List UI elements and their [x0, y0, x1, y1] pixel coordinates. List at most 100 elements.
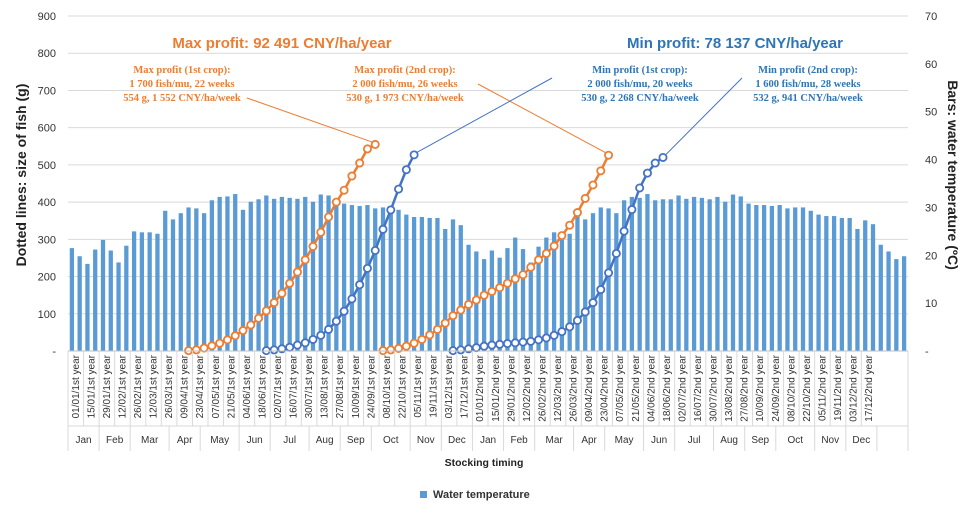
x-tick-label: 22/10/2nd year: [802, 354, 813, 421]
temperature-bar: [637, 197, 642, 351]
right-tick-label: 20: [925, 250, 937, 262]
data-point: [316, 330, 326, 340]
x-tick-label: 05/11/1st year: [413, 354, 424, 417]
series-min-profit-1st-crop: [261, 150, 419, 356]
left-tick-label: 400: [38, 197, 56, 209]
temperature-bar: [419, 217, 425, 351]
x-tick-label: 29/01/1st year: [102, 354, 113, 418]
data-point: [331, 197, 341, 207]
temperature-bar: [163, 210, 168, 351]
temperature-bar: [870, 224, 876, 351]
x-tick-label: 10/09/2nd year: [755, 354, 766, 421]
data-point: [448, 311, 458, 321]
data-point: [565, 322, 575, 332]
temperature-bar: [901, 256, 907, 351]
right-tick-label: 30: [925, 202, 937, 214]
data-point: [246, 320, 256, 330]
data-point: [300, 255, 310, 265]
x-tick-label: 21/05/1st year: [226, 354, 237, 418]
temperature-bar: [598, 207, 603, 351]
temperature-bar: [676, 195, 681, 351]
annotation-max-crop1: Max profit (1st crop): 1 700 fish/mu, 22 …: [123, 65, 241, 104]
month-label: Mar: [141, 435, 159, 446]
temperature-bar: [108, 250, 113, 351]
data-point: [386, 205, 396, 215]
data-point: [355, 280, 365, 290]
data-point: [308, 241, 318, 251]
temperature-bar: [287, 197, 292, 351]
data-point: [611, 248, 621, 258]
temperature-bar: [443, 228, 448, 351]
month-label: Oct: [383, 435, 399, 446]
data-point: [487, 340, 497, 350]
data-point: [370, 245, 380, 255]
x-tick-label: 17/12/1st year: [460, 354, 471, 418]
x-tick-label: 03/12/2nd year: [849, 354, 860, 421]
data-point: [355, 158, 365, 168]
temperature-bar: [653, 200, 658, 351]
data-point: [495, 283, 505, 293]
temperature-bar: [201, 213, 207, 351]
x-tick-label: 01/01/1st year: [71, 354, 82, 418]
temperature-bar: [551, 232, 557, 351]
data-point: [199, 343, 209, 353]
annotation-max-crop1-line: 1 700 fish/mu, 22 weeks: [129, 79, 234, 90]
legend-swatch-water-temperature: [420, 491, 427, 498]
temperature-bar: [583, 219, 588, 351]
data-point: [588, 180, 598, 190]
data-point: [285, 342, 295, 352]
data-point: [191, 345, 201, 355]
data-point: [425, 330, 435, 340]
temperature-bar: [404, 214, 409, 351]
temperature-bar: [131, 231, 137, 351]
data-point: [261, 306, 271, 316]
data-point: [347, 171, 357, 181]
data-point: [604, 150, 614, 160]
temperature-bar: [100, 239, 106, 351]
month-label: Jan: [480, 435, 496, 446]
x-tick-label: 12/02/1st year: [117, 354, 128, 418]
data-point: [300, 338, 310, 348]
data-point: [518, 270, 528, 280]
left-tick-label: 800: [38, 48, 56, 60]
right-tick-label: 40: [925, 155, 937, 167]
x-tick-label: 02/07/1st year: [273, 354, 284, 418]
x-tick-label: 02/07/2nd year: [677, 354, 688, 421]
temperature-bar: [186, 207, 191, 351]
temperature-bar: [707, 199, 712, 351]
temperature-bar: [621, 200, 627, 351]
data-point: [324, 324, 334, 334]
x-tick-label: 26/02/2nd year: [537, 354, 548, 421]
right-tick-label: 50: [925, 107, 937, 119]
data-point: [572, 315, 582, 325]
month-label: Dec: [852, 435, 870, 446]
x-tick-label: 07/05/1st year: [211, 354, 222, 418]
x-tick-label: 09/04/2nd year: [584, 354, 595, 421]
min-profit-total: Min profit: 78 137 CNY/ha/year: [627, 35, 843, 52]
temperature-bar: [458, 225, 463, 351]
x-tick-label: 13/08/1st year: [320, 354, 331, 418]
temperature-bar: [730, 194, 736, 351]
temperature-bar: [155, 233, 160, 351]
data-point: [456, 345, 466, 355]
data-point: [456, 305, 466, 315]
temperature-bar: [427, 217, 432, 351]
data-point: [534, 255, 544, 265]
x-tick-label: 23/04/2nd year: [600, 354, 611, 421]
temperature-bar: [645, 194, 650, 351]
fish-size-lines: [184, 139, 668, 356]
temperature-bar: [800, 207, 806, 351]
x-tick-label: 08/10/1st year: [382, 354, 393, 418]
data-point: [409, 150, 419, 160]
temperature-bar: [497, 257, 502, 351]
left-tick-label: -: [52, 346, 56, 358]
left-axis-title: Dotted lines: size of fish (g): [13, 84, 29, 267]
data-point: [432, 324, 442, 334]
temperature-bar: [271, 198, 277, 351]
data-point: [409, 338, 419, 348]
temperature-bar: [691, 196, 697, 351]
temperature-bar: [754, 205, 759, 351]
data-point: [471, 343, 481, 353]
month-label: Oct: [787, 435, 803, 446]
data-point: [269, 345, 279, 355]
